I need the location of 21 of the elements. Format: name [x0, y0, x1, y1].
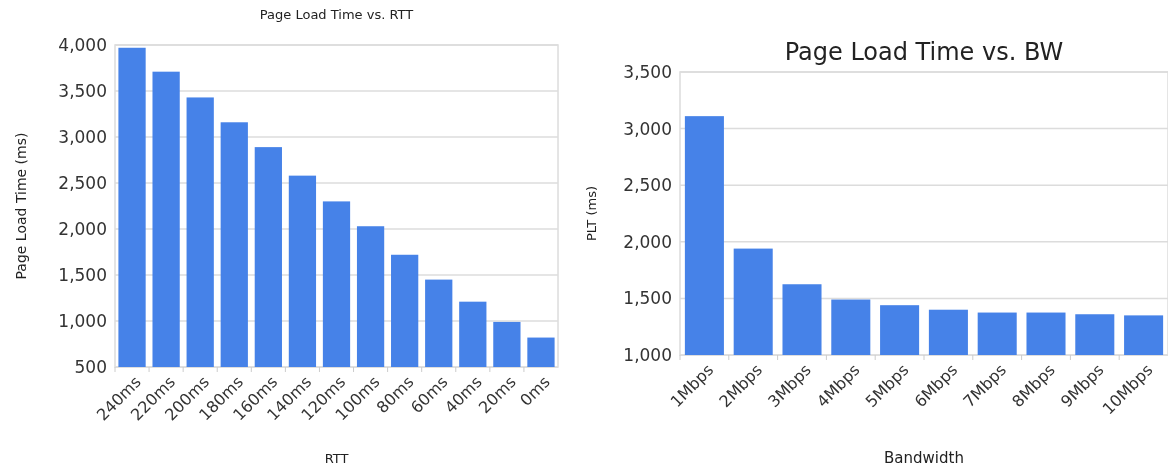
y-axis-title: PLT (ms) [584, 186, 599, 241]
chart-title: Page Load Time vs. RTT [259, 7, 414, 22]
y-axis-title: Page Load Time (ms) [13, 132, 29, 280]
y-tick-label: 3,000 [58, 126, 107, 147]
y-tick-label: 1,500 [58, 264, 107, 285]
x-axis-title: RTT [324, 451, 349, 466]
x-axis-title: Bandwidth [884, 449, 964, 467]
y-tick-label: 4,000 [58, 34, 107, 55]
y-tick-label: 2,500 [623, 175, 672, 196]
y-tick-label: 2,000 [58, 218, 107, 239]
y-tick-label: 3,000 [623, 118, 672, 139]
y-tick-label: 2,500 [58, 172, 107, 193]
y-tick-label: 500 [74, 356, 107, 377]
y-tick-label: 1,000 [58, 310, 107, 331]
y-tick-label: 1,500 [623, 288, 672, 309]
y-tick-label: 2,000 [623, 231, 672, 252]
y-tick-label: 3,500 [58, 80, 107, 101]
y-tick-label: 1,000 [623, 344, 672, 365]
chart-title: Page Load Time vs. BW [784, 38, 1064, 66]
y-tick-label: 3,500 [623, 61, 672, 82]
x-tick-label: 0ms [516, 372, 554, 410]
